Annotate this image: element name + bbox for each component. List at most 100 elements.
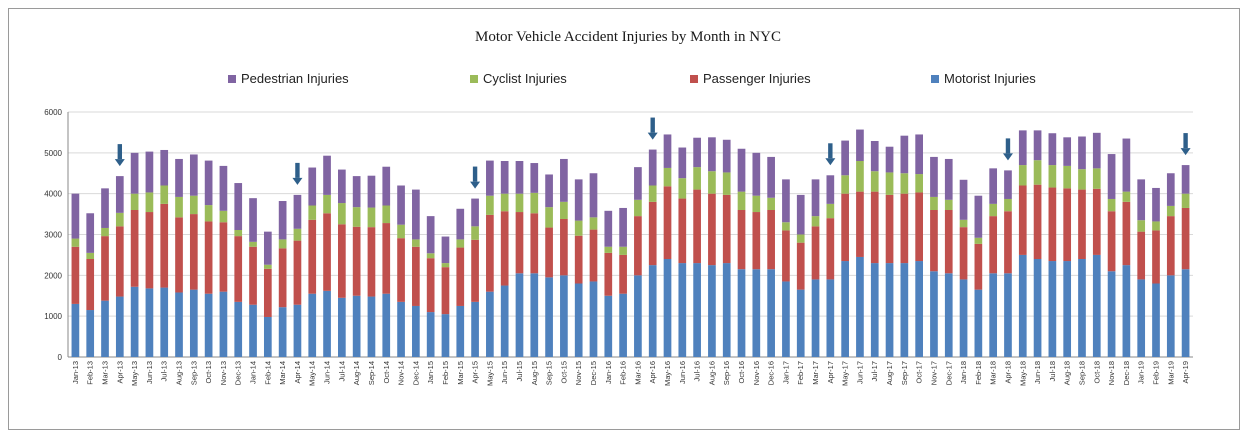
bar-segment: [263, 316, 272, 357]
bar-segment: [708, 265, 716, 357]
bar-segment: [426, 253, 435, 259]
bar-segment: [1004, 198, 1012, 212]
bar-segment: [545, 207, 553, 228]
bar-segment: [234, 301, 243, 357]
bar-segment: [1137, 279, 1146, 357]
x-tick-label: May-16: [663, 361, 672, 386]
bar-segment: [234, 236, 243, 302]
bar-segment: [648, 265, 657, 357]
bar-segment: [856, 256, 864, 357]
bar-segment: [974, 195, 983, 238]
bars: [71, 129, 1190, 357]
x-tick-label: Aug-13: [175, 361, 184, 385]
x-tick-label: Aug-18: [1063, 361, 1072, 385]
x-tick-label: Oct-15: [559, 361, 568, 384]
bar-segment: [915, 261, 923, 357]
bar-segment: [767, 197, 775, 210]
bar-segment: [663, 167, 672, 187]
x-tick-label: Aug-15: [530, 361, 539, 385]
x-tick-label: Sep-16: [722, 361, 731, 385]
bar-segment: [589, 217, 598, 230]
bar-segment: [752, 195, 761, 213]
bar-segment: [471, 301, 479, 357]
bar-segment: [1004, 273, 1012, 357]
bar-segment: [412, 246, 420, 306]
bar-segment: [101, 227, 109, 237]
bar-segment: [930, 271, 938, 357]
x-tick-label: Jan-16: [604, 361, 613, 384]
bar-segment: [1078, 136, 1086, 170]
bar-segment: [323, 290, 331, 357]
bar-segment: [796, 234, 805, 243]
bar-segment: [500, 193, 509, 212]
bar-segment: [234, 230, 243, 237]
bar-segment: [826, 203, 835, 219]
bar-segment: [412, 189, 420, 240]
x-tick-label: Jul-18: [1048, 361, 1057, 381]
bar-segment: [367, 207, 376, 228]
bar-segment: [189, 195, 198, 215]
x-tick-label: Dec-16: [767, 361, 776, 385]
bar-segment: [500, 285, 509, 357]
bar-segment: [367, 175, 376, 208]
bar-segment: [175, 158, 183, 197]
x-tick-label: Jul-15: [515, 361, 524, 381]
bar-segment: [900, 135, 909, 174]
bar-segment: [870, 140, 879, 172]
x-tick-label: Sep-15: [545, 361, 554, 385]
down-arrow-icon: [1002, 138, 1013, 161]
bar-segment: [1048, 165, 1057, 188]
x-tick-label: Jun-14: [323, 361, 332, 384]
bar-segment: [71, 238, 80, 247]
legend-swatch: [228, 75, 236, 83]
bar-segment: [1122, 191, 1131, 202]
x-tick-label: Sep-14: [367, 361, 376, 385]
y-tick-label: 0: [58, 353, 63, 362]
bar-segment: [870, 171, 879, 192]
bar-segment: [1122, 138, 1131, 192]
bar-segment: [1137, 220, 1146, 232]
x-tick-label: Apr-16: [648, 361, 657, 384]
bar-segment: [71, 303, 80, 357]
x-tick-label: Jan-15: [426, 361, 435, 384]
bar-segment: [515, 273, 524, 357]
bar-segment: [115, 296, 124, 357]
x-tick-label: May-14: [308, 361, 317, 386]
bar-segment: [175, 217, 183, 293]
bar-segment: [826, 218, 835, 280]
x-tick-label: Aug-14: [352, 361, 361, 385]
bar-segment: [752, 152, 761, 196]
bar-segment: [101, 236, 109, 301]
bar-segment: [441, 236, 450, 264]
bar-segment: [1181, 207, 1190, 270]
bar-segment: [323, 213, 331, 291]
bar-segment: [959, 227, 968, 280]
bar-segment: [648, 149, 657, 186]
bar-segment: [1063, 165, 1072, 189]
bar-segment: [841, 193, 849, 262]
bar-segment: [204, 205, 213, 222]
x-tick-label: Jan-19: [1137, 361, 1146, 384]
bar-segment: [900, 173, 909, 194]
bar-segment: [145, 151, 154, 193]
bar-segment: [456, 239, 465, 248]
bar-segment: [915, 192, 923, 262]
bar-segment: [471, 198, 479, 227]
x-tick-label: Feb-13: [86, 361, 95, 385]
bar-segment: [1033, 130, 1042, 161]
bar-segment: [974, 289, 983, 357]
x-tick-label: Jun-17: [855, 361, 864, 384]
bar-segment: [634, 275, 642, 357]
bar-segment: [989, 216, 998, 274]
y-tick-label: 2000: [44, 271, 62, 280]
bar-segment: [959, 179, 968, 220]
bar-segment: [86, 310, 95, 357]
bar-segment: [1122, 265, 1131, 357]
x-tick-label: Feb-14: [263, 361, 272, 385]
bar-segment: [278, 239, 287, 249]
bar-segment: [145, 212, 154, 289]
bar-segment: [130, 193, 139, 210]
x-tick-label: Jan-17: [781, 361, 790, 384]
x-tick-label: Nov-17: [929, 361, 938, 385]
bar-segment: [915, 174, 923, 193]
